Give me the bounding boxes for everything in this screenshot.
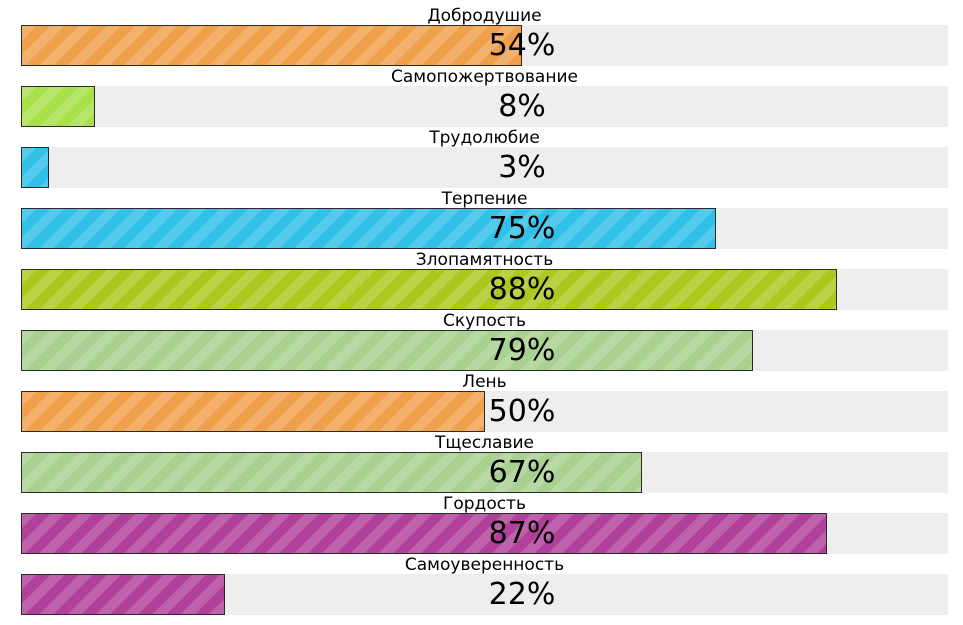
category-label: Самопожертвование bbox=[391, 67, 578, 87]
bar-track: 75% bbox=[21, 208, 948, 249]
bar-track: 22% bbox=[21, 574, 948, 615]
bar-track: 50% bbox=[21, 391, 948, 432]
category-label: Тщеславие bbox=[434, 433, 534, 453]
chart-row: 8% Самопожертвование bbox=[21, 61, 948, 127]
value-label: 22% bbox=[488, 577, 556, 612]
category-label: Гордость bbox=[443, 494, 526, 514]
category-label: Трудолюбие bbox=[429, 128, 540, 148]
bar bbox=[21, 147, 49, 188]
bar-track: 54% bbox=[21, 25, 948, 66]
category-label: Лень bbox=[462, 372, 507, 392]
chart-row: 67% Тщеславие bbox=[21, 427, 948, 493]
value-label: 87% bbox=[488, 516, 556, 551]
value-label: 67% bbox=[488, 455, 556, 490]
bar bbox=[21, 391, 485, 432]
chart-row: 22% Самоуверенность bbox=[21, 549, 948, 615]
chart-row: 79% Скупость bbox=[21, 305, 948, 371]
value-label: 3% bbox=[498, 150, 546, 185]
bar-track: 79% bbox=[21, 330, 948, 371]
chart-row: 3% Трудолюбие bbox=[21, 122, 948, 188]
category-label: Самоуверенность bbox=[404, 555, 565, 575]
value-label: 88% bbox=[488, 272, 556, 307]
category-label: Злопамятность bbox=[415, 250, 554, 270]
chart-row: 87% Гордость bbox=[21, 488, 948, 554]
bar bbox=[21, 25, 522, 66]
bar bbox=[21, 86, 95, 127]
bar-track: 8% bbox=[21, 86, 948, 127]
bar-track: 67% bbox=[21, 452, 948, 493]
value-label: 79% bbox=[488, 333, 556, 368]
chart-row: 75% Терпение bbox=[21, 183, 948, 249]
value-label: 54% bbox=[488, 28, 556, 63]
chart-row: 88% Злопамятность bbox=[21, 244, 948, 310]
category-label: Добродушие bbox=[427, 6, 542, 26]
bar-track: 3% bbox=[21, 147, 948, 188]
bar bbox=[21, 269, 837, 310]
category-label: Терпение bbox=[441, 189, 528, 209]
value-label: 8% bbox=[498, 89, 546, 124]
value-label: 75% bbox=[488, 211, 556, 246]
category-label: Скупость bbox=[443, 311, 526, 331]
bar bbox=[21, 574, 225, 615]
bar bbox=[21, 513, 827, 554]
chart-row: 50% Лень bbox=[21, 366, 948, 432]
bar bbox=[21, 208, 716, 249]
value-label: 50% bbox=[488, 394, 556, 429]
bar-track: 87% bbox=[21, 513, 948, 554]
bar bbox=[21, 330, 753, 371]
chart-row: 54% Добродушие bbox=[21, 0, 948, 66]
bar-track: 88% bbox=[21, 269, 948, 310]
bar bbox=[21, 452, 642, 493]
